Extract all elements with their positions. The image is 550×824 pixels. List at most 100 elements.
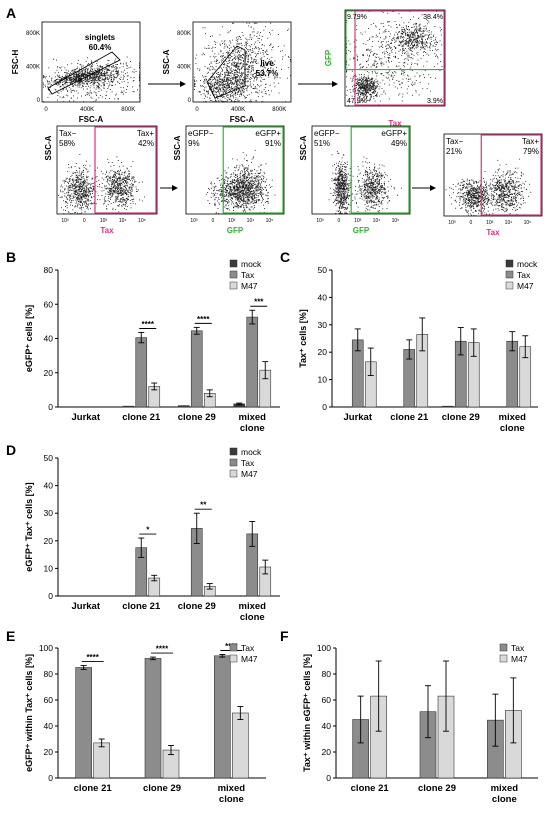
flow-event-dot — [365, 90, 367, 92]
flow-event-dot — [91, 202, 93, 204]
flow-event-dot — [77, 181, 79, 183]
flow-event-dot — [356, 83, 358, 85]
flow-event-dot — [378, 46, 380, 48]
flow-event-dot — [416, 39, 418, 41]
flow-event-dot — [400, 41, 402, 43]
flow-event-dot — [91, 71, 92, 73]
gate-positive-label: Tax+ — [137, 129, 154, 138]
flow-event-dot — [80, 202, 82, 203]
flow-event-dot — [93, 82, 94, 84]
flow-event-dot — [68, 180, 70, 182]
flow-event-dot — [53, 80, 55, 82]
flow-event-dot — [86, 184, 88, 186]
flow-event-dot — [86, 182, 88, 184]
flow-event-dot — [77, 186, 79, 188]
flow-event-dot — [262, 49, 264, 51]
flow-event-dot — [127, 177, 129, 179]
gate-label: singlets — [85, 33, 116, 42]
flow-event-dot — [139, 66, 140, 68]
flow-event-dot — [92, 65, 93, 67]
flow-event-dot — [430, 42, 431, 44]
flow-event-dot — [218, 53, 220, 55]
flow-event-dot — [369, 84, 371, 86]
flow-event-dot — [269, 71, 271, 73]
flow-event-dot — [89, 191, 90, 193]
flow-event-dot — [421, 37, 422, 39]
flow-event-dot — [366, 84, 368, 86]
flow-event-dot — [245, 43, 247, 45]
flow-event-dot — [375, 66, 377, 68]
flow-event-dot — [81, 193, 82, 195]
flow-event-dot — [274, 76, 275, 78]
flow-event-dot — [115, 73, 117, 75]
flow-event-dot — [255, 100, 257, 102]
flow-event-dot — [237, 63, 239, 65]
flow-event-dot — [74, 186, 76, 187]
flow-event-dot — [221, 26, 223, 28]
flow-event-dot — [237, 57, 239, 59]
flow-event-dot — [242, 174, 244, 176]
flow-event-dot — [210, 62, 212, 64]
flow-event-dot — [412, 45, 414, 46]
flow-event-dot — [376, 86, 378, 88]
flow-event-dot — [235, 66, 237, 68]
flow-event-dot — [90, 92, 92, 94]
flow-event-dot — [404, 49, 406, 51]
flow-event-dot — [247, 73, 249, 75]
flow-event-dot — [239, 63, 241, 64]
flow-event-dot — [236, 176, 238, 178]
flow-event-dot — [128, 170, 130, 172]
flow-event-dot — [394, 21, 396, 22]
flow-event-dot — [199, 91, 201, 92]
flow-event-dot — [404, 31, 406, 33]
flow-event-dot — [227, 51, 229, 53]
flow-event-dot — [92, 183, 94, 184]
flow-event-dot — [213, 68, 215, 70]
flow-event-dot — [233, 61, 235, 63]
flow-event-dot — [215, 92, 217, 94]
flow-event-dot — [374, 61, 375, 63]
flow-event-dot — [359, 95, 361, 97]
flow-event-dot — [123, 191, 125, 193]
flow-event-dot — [353, 84, 355, 86]
flow-event-dot — [415, 46, 417, 48]
flow-event-dot — [254, 52, 256, 54]
flow-event-dot — [428, 37, 430, 39]
flow-event-dot — [90, 194, 91, 196]
flow-event-dot — [409, 29, 410, 30]
flow-event-dot — [361, 74, 362, 75]
flow-event-dot — [408, 41, 409, 43]
flow-event-dot — [426, 28, 427, 30]
flow-event-dot — [375, 72, 377, 74]
flow-event-dot — [79, 63, 81, 65]
flow-event-dot — [89, 191, 91, 192]
flow-event-dot — [203, 54, 205, 55]
flow-event-dot — [259, 86, 261, 88]
flow-event-dot — [78, 190, 80, 192]
flow-event-dot — [242, 64, 244, 66]
flow-event-dot — [236, 64, 238, 66]
flow-event-dot — [194, 76, 196, 78]
flow-plot-frame — [192, 21, 292, 103]
flow-event-dot — [230, 100, 232, 102]
flow-event-dot — [105, 68, 107, 70]
flow-event-dot — [360, 87, 361, 89]
flow-event-dot — [91, 191, 93, 192]
flow-event-dot — [76, 74, 78, 76]
flow-event-dot — [53, 58, 54, 60]
flow-event-dot — [226, 99, 228, 101]
flow-event-dot — [215, 42, 217, 44]
flow-event-dot — [232, 64, 234, 66]
flow-event-dot — [84, 196, 86, 197]
flow-event-dot — [427, 36, 429, 38]
flow-event-dot — [74, 193, 76, 195]
flow-event-dot — [66, 72, 68, 74]
flow-event-dot — [417, 31, 419, 33]
flow-event-dot — [73, 75, 75, 77]
flow-event-dot — [111, 79, 112, 81]
flow-event-dot — [82, 74, 84, 76]
flow-event-dot — [227, 85, 228, 86]
flow-event-dot — [247, 49, 249, 51]
flow-event-dot — [76, 198, 78, 199]
flow-event-dot — [252, 51, 254, 53]
